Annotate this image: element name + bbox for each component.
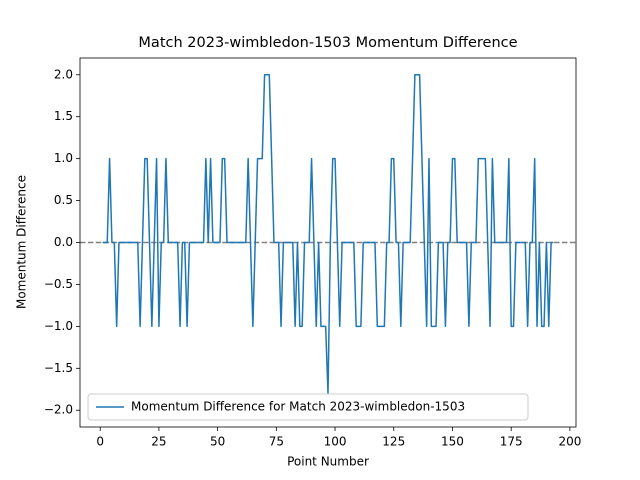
x-tick-label: 200 [558,435,581,449]
line-series [102,74,554,395]
y-tick-label: −0.5 [44,277,73,291]
y-tick-label: −1.0 [44,319,73,333]
x-tick-label: 25 [151,435,166,449]
plot-frame [79,57,577,428]
y-tick-label: 1.0 [54,151,73,165]
x-tick-label: 0 [96,435,104,449]
x-tick-label: 175 [500,435,523,449]
y-tick-label: −2.0 [44,403,73,417]
x-axis-label: Point Number [287,455,369,469]
y-tick-label: 1.5 [54,109,73,123]
y-tick-label: 0.5 [54,193,73,207]
x-tick-label: 50 [210,435,225,449]
legend-label: Momentum Difference for Match 2023-wimbl… [131,400,465,414]
x-tick-label: 100 [324,435,347,449]
chart-title: Match 2023-wimbledon-1503 Momentum Diffe… [138,35,517,51]
x-tick-label: 150 [441,435,464,449]
y-axis-label: Momentum Difference [15,175,29,309]
y-tick-label: −1.5 [44,361,73,375]
legend-box [87,393,529,421]
y-tick-label: 2.0 [54,67,73,81]
x-tick-label: 125 [382,435,405,449]
x-tick-label: 75 [269,435,284,449]
y-tick-label: 0.0 [54,235,73,249]
